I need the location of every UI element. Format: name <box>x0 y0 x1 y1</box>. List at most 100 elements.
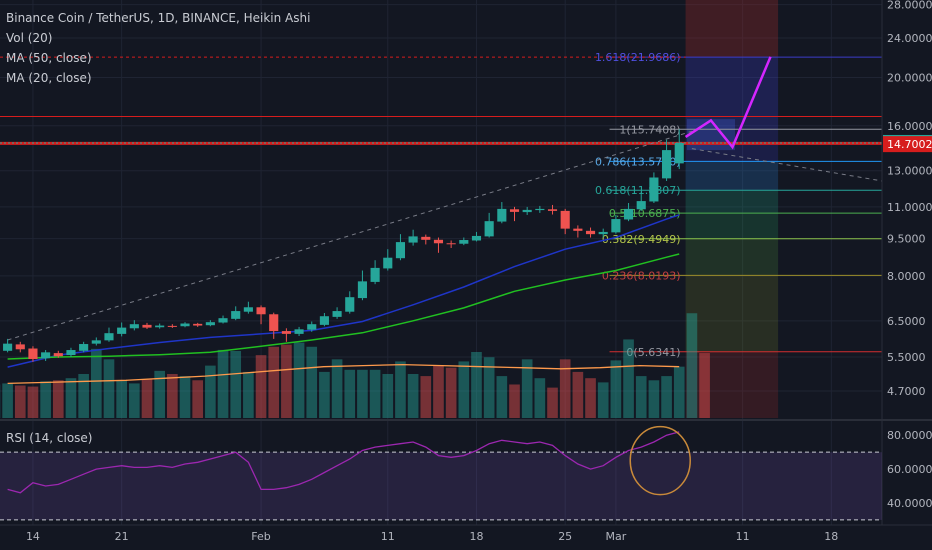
candle-body <box>91 340 101 344</box>
rsi-highlight-ellipse <box>629 425 691 496</box>
candle-body <box>281 331 291 334</box>
rsi-label: RSI (14, close) <box>6 431 93 445</box>
volume-bar <box>509 384 520 418</box>
fib-zone-2 <box>685 161 779 191</box>
volume-bar <box>382 374 394 418</box>
ma20-line <box>7 214 680 368</box>
candle-body <box>218 318 228 323</box>
volume-bar <box>344 369 356 418</box>
volume-bar <box>534 378 546 418</box>
fib-label-1: 1(15.7408) <box>619 123 680 136</box>
candle-body <box>193 323 203 326</box>
volume-bar <box>648 380 660 418</box>
candle-body <box>674 142 684 164</box>
candle-body <box>408 236 418 243</box>
volume-bar <box>129 383 140 418</box>
volume-bar <box>496 376 508 418</box>
candle-body <box>180 323 190 327</box>
candle-body <box>662 150 672 179</box>
volume-bar <box>243 371 254 418</box>
trendline-extension <box>691 148 883 182</box>
volume-bar <box>369 369 381 418</box>
candle-body <box>522 209 532 213</box>
candle-body <box>636 201 646 210</box>
volume-bar <box>331 359 343 418</box>
volume-bar <box>268 346 280 418</box>
price-tick-label: 28.0000 <box>887 0 932 12</box>
volume-bar <box>14 385 26 418</box>
candle-body <box>3 343 13 351</box>
candle-body <box>117 327 127 334</box>
candle-body <box>421 236 431 240</box>
date-tick-label: 21 <box>115 530 129 543</box>
legend-ma50: MA (50, close) <box>6 51 92 65</box>
price-tick-label: 4.7000 <box>887 385 926 398</box>
candle-body <box>41 352 51 359</box>
candle-body <box>509 209 520 212</box>
candle-body <box>560 210 570 229</box>
price-tick-label: 5.5000 <box>887 351 926 364</box>
candle-body <box>370 267 380 282</box>
date-tick-label: 11 <box>736 530 750 543</box>
price-tick-label: 6.5000 <box>887 315 926 328</box>
rsi-line <box>7 431 680 494</box>
volume-bar <box>407 374 419 418</box>
volume-bar <box>116 380 127 418</box>
candle-body <box>104 333 114 341</box>
volume-bar <box>205 365 216 418</box>
volume-bar <box>673 366 685 418</box>
date-tick-label: 25 <box>558 530 572 543</box>
candle-body <box>53 353 63 357</box>
volume-bar <box>597 382 609 418</box>
candle-body <box>535 208 545 211</box>
candle-body <box>433 239 444 244</box>
volume-bar <box>2 383 13 418</box>
candle-body <box>611 219 621 233</box>
volume-bar <box>458 361 470 418</box>
price-tick-label: 8.0000 <box>887 270 926 283</box>
fib-zone-3 <box>685 190 779 214</box>
volume-bar <box>141 379 153 418</box>
volume-bar <box>433 365 444 418</box>
volume-bar <box>319 371 330 418</box>
date-tick-label: 14 <box>26 530 40 543</box>
price-tick-label: 20.0000 <box>887 71 932 84</box>
volume-bar <box>27 386 39 418</box>
volume-ma-line <box>7 363 680 385</box>
fib-label-6: 0.236(8.0193) <box>602 269 681 282</box>
candle-body <box>294 329 304 334</box>
candle-body <box>497 208 507 222</box>
fib-label-2: 0.786(13.5780) <box>595 155 681 168</box>
volume-bar <box>395 361 406 418</box>
volume-bar <box>167 374 178 418</box>
volume-bar <box>154 370 165 418</box>
volume-bar <box>471 352 482 418</box>
candle-body <box>269 314 279 332</box>
volume-bar <box>306 346 318 418</box>
price-axis <box>882 0 932 525</box>
date-tick-label: 18 <box>824 530 838 543</box>
fib-zone-6 <box>685 275 779 352</box>
volume-bar <box>78 374 89 418</box>
fib-zone-5 <box>685 238 779 276</box>
rsi-tick-label: 60.0000 <box>887 463 932 476</box>
volume-bar <box>65 378 77 418</box>
fib-label-3: 0.618(11.8807) <box>595 184 681 197</box>
volume-bar <box>179 376 191 418</box>
price-tick-label: 24.0000 <box>887 32 932 45</box>
candle-body <box>383 257 393 269</box>
candle-body <box>142 324 152 328</box>
date-tick-label: Mar <box>605 530 626 543</box>
projection-box <box>686 119 735 151</box>
candle-body <box>446 243 456 245</box>
fib-zone-bottom <box>685 351 779 418</box>
fib-label-7: 0(5.6341) <box>626 346 680 359</box>
volume-bar <box>40 381 51 418</box>
candle-body <box>484 221 494 237</box>
price-tick-label: 11.0000 <box>887 201 932 214</box>
candle-body <box>205 322 215 326</box>
chart-legend: Binance Coin / TetherUS, 1D, BINANCE, He… <box>6 8 310 88</box>
date-tick-label: Feb <box>251 530 270 543</box>
candle-body <box>129 324 139 329</box>
candle-body <box>243 307 253 312</box>
